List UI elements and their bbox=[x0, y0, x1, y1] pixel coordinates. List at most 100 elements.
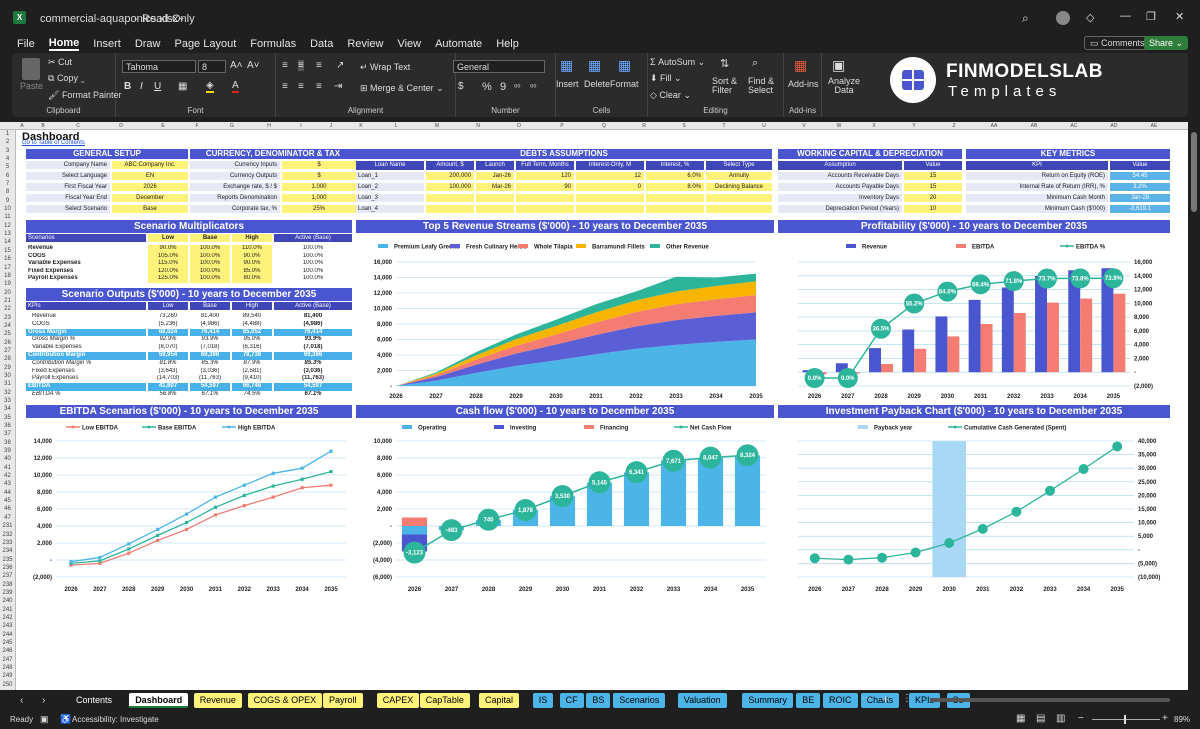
row-number[interactable]: 28 bbox=[4, 356, 11, 363]
row-number[interactable]: 249 bbox=[2, 673, 13, 680]
indent-icon[interactable]: ⇥ bbox=[334, 81, 343, 92]
row-number[interactable]: 6 bbox=[5, 172, 10, 179]
column-header[interactable]: AB bbox=[1030, 123, 1038, 129]
menu-formulas[interactable]: Formulas bbox=[250, 38, 297, 50]
restore-icon[interactable]: ❐ bbox=[1146, 11, 1156, 23]
menu-automate[interactable]: Automate bbox=[435, 38, 483, 50]
row-number[interactable]: 248 bbox=[2, 665, 13, 671]
prev-sheet-icon[interactable]: ‹ bbox=[20, 695, 24, 706]
row-number[interactable]: 46 bbox=[4, 506, 11, 513]
sheet-tab[interactable]: CapTable bbox=[419, 693, 470, 708]
row-number[interactable]: 26 bbox=[4, 339, 11, 346]
row-number[interactable]: 232 bbox=[2, 531, 13, 538]
row-number[interactable]: 233 bbox=[2, 539, 13, 546]
font-name-select[interactable]: Tahoma bbox=[122, 60, 196, 73]
page-break-view-icon[interactable]: ▥ bbox=[1056, 713, 1066, 724]
accessibility-icon[interactable]: ♿ bbox=[60, 714, 72, 724]
wrap-text-button[interactable]: ↵ Wrap Text bbox=[360, 62, 411, 72]
format-painter-button[interactable]: 🖌 Format Painter bbox=[48, 90, 122, 100]
row-number[interactable]: 242 bbox=[2, 614, 13, 621]
add-sheet-icon[interactable]: + bbox=[882, 692, 890, 706]
row-number[interactable]: 7 bbox=[5, 181, 10, 188]
row-number[interactable]: 15 bbox=[4, 247, 11, 254]
menu-file[interactable]: File bbox=[17, 38, 35, 50]
row-number[interactable]: 25 bbox=[4, 331, 11, 338]
row-number[interactable]: 11 bbox=[4, 214, 11, 221]
increase-decimal-icon[interactable]: ⁰⁰ bbox=[514, 83, 521, 92]
menu-insert[interactable]: Insert bbox=[93, 38, 121, 50]
column-header[interactable]: F bbox=[195, 123, 199, 129]
autosum-button[interactable]: Σ AutoSum ⌄ bbox=[650, 57, 706, 67]
row-number[interactable]: 38 bbox=[4, 439, 11, 446]
sheet-tab[interactable]: Payroll bbox=[323, 693, 363, 708]
row-number[interactable]: 24 bbox=[4, 322, 11, 329]
chevron-down-icon[interactable]: ⌄ bbox=[178, 12, 186, 22]
row-number[interactable]: 1 bbox=[5, 131, 10, 137]
menu-home[interactable]: Home bbox=[48, 37, 80, 51]
insert-cells-button[interactable]: Insert bbox=[556, 79, 579, 89]
horizontal-scrollbar[interactable] bbox=[930, 698, 1170, 702]
row-number[interactable]: 30 bbox=[4, 372, 11, 379]
sheet-tab[interactable]: Dashboard bbox=[129, 693, 189, 708]
column-header[interactable]: G bbox=[230, 123, 234, 129]
row-number[interactable]: 16 bbox=[4, 256, 11, 263]
row-number[interactable]: 9 bbox=[5, 197, 10, 204]
sheet-tab[interactable]: Capital bbox=[479, 693, 520, 708]
format-cells-button[interactable]: Format bbox=[610, 79, 639, 89]
row-number[interactable]: 41 bbox=[4, 464, 11, 471]
column-header[interactable]: X bbox=[872, 123, 876, 129]
column-header[interactable]: AD bbox=[1110, 123, 1118, 129]
column-header[interactable]: D bbox=[119, 123, 123, 129]
sort-filter-button[interactable]: Sort & Filter bbox=[712, 76, 738, 95]
next-sheet-icon[interactable]: › bbox=[42, 695, 46, 706]
toc-link[interactable]: Go to Table of Contents bbox=[22, 140, 85, 146]
row-number[interactable]: 35 bbox=[4, 414, 11, 421]
find-select-icon[interactable]: ⌕ bbox=[752, 57, 759, 69]
border-icon[interactable]: ▦ bbox=[178, 81, 188, 92]
analyze-data-icon[interactable]: ▣ bbox=[832, 57, 846, 73]
payback-chart[interactable]: Payback year Cumulative Cash Generated (S… bbox=[778, 419, 1170, 601]
sheet-tab[interactable]: Summary bbox=[742, 693, 793, 708]
row-number[interactable]: 17 bbox=[4, 264, 11, 271]
sheet-tab[interactable]: COGS & OPEX bbox=[247, 693, 323, 708]
currency-icon[interactable]: $ bbox=[458, 81, 464, 92]
row-number[interactable]: 39 bbox=[4, 448, 11, 455]
column-header[interactable]: AE bbox=[1150, 123, 1158, 129]
column-header[interactable]: R bbox=[642, 123, 646, 129]
row-number[interactable]: 29 bbox=[4, 364, 11, 371]
column-header[interactable]: L bbox=[394, 123, 398, 129]
row-number[interactable]: 240 bbox=[2, 598, 13, 605]
row-number[interactable]: 22 bbox=[4, 306, 11, 313]
row-number[interactable]: 235 bbox=[2, 556, 13, 563]
row-number[interactable]: 21 bbox=[4, 297, 11, 304]
paste-icon[interactable] bbox=[22, 58, 40, 80]
column-header[interactable]: U bbox=[762, 123, 766, 129]
menu-review[interactable]: Review bbox=[347, 38, 384, 50]
menu-draw[interactable]: Draw bbox=[134, 38, 161, 50]
row-number[interactable]: 243 bbox=[2, 623, 13, 630]
sheet-tab[interactable]: Revenue bbox=[193, 693, 242, 708]
row-number[interactable]: 37 bbox=[4, 431, 11, 438]
row-number[interactable]: 241 bbox=[2, 606, 13, 613]
sheet-tab[interactable]: CF bbox=[559, 693, 584, 708]
column-header[interactable]: S bbox=[682, 123, 686, 129]
row-number[interactable]: 45 bbox=[4, 498, 11, 505]
paste-button[interactable]: Paste bbox=[20, 81, 44, 91]
row-number[interactable]: 236 bbox=[2, 564, 13, 571]
row-number[interactable]: 238 bbox=[2, 581, 13, 588]
row-number[interactable]: 32 bbox=[4, 389, 11, 396]
menu-page-layout[interactable]: Page Layout bbox=[174, 38, 237, 50]
sheet-tab[interactable]: Valuation bbox=[677, 693, 727, 708]
format-cells-icon[interactable]: ▦ bbox=[618, 57, 632, 73]
sheet-tab[interactable]: KPIs bbox=[909, 693, 941, 708]
avatar[interactable] bbox=[1056, 11, 1070, 25]
row-number[interactable]: 244 bbox=[2, 631, 13, 638]
addins-icon[interactable]: ▦ bbox=[794, 57, 808, 73]
analyze-data-button[interactable]: Analyze Data bbox=[828, 76, 861, 95]
row-number[interactable]: 10 bbox=[4, 206, 11, 213]
row-number[interactable]: 20 bbox=[4, 289, 11, 296]
clear-button[interactable]: ◇ Clear ⌄ bbox=[650, 90, 691, 100]
column-header[interactable]: V bbox=[802, 123, 806, 129]
sheet-tab[interactable]: Scenarios bbox=[613, 693, 666, 708]
